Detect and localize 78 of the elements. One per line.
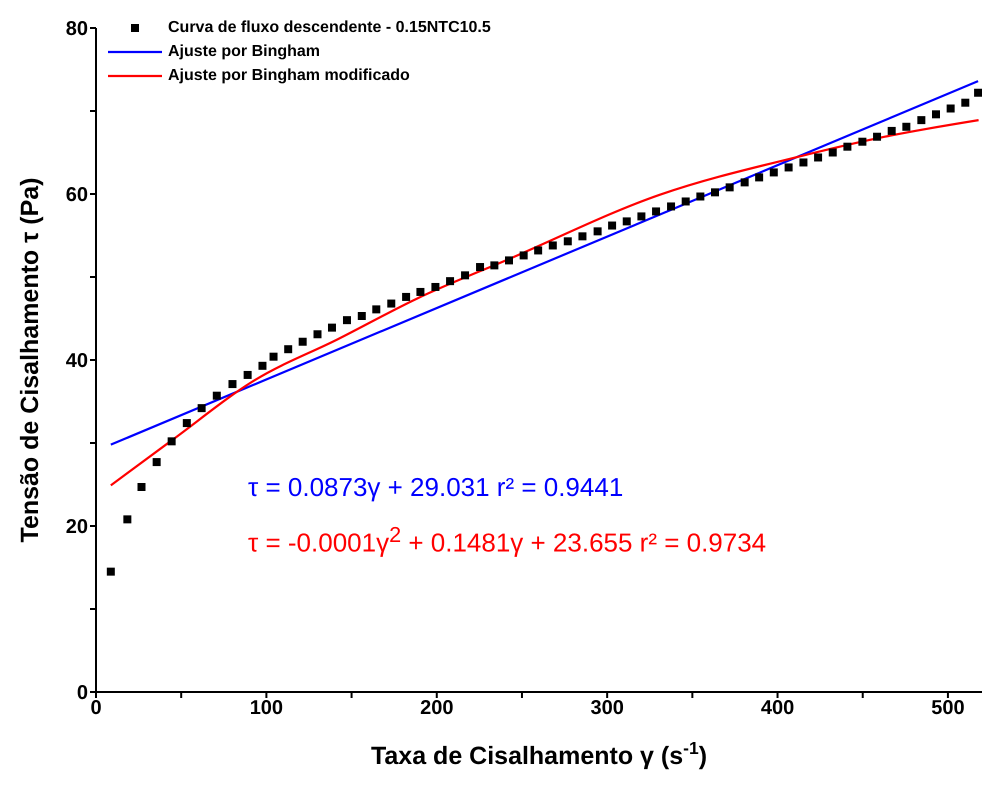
- point: [182, 419, 191, 428]
- x-tick-label: 0: [90, 697, 102, 720]
- legend-label: Ajuste por Bingham: [168, 42, 320, 62]
- point: [152, 458, 161, 466]
- annotation: τ = 0.0873γ + 29.031 r² = 0.9441: [248, 472, 624, 503]
- point: [387, 300, 396, 308]
- point: [814, 153, 822, 162]
- y-tick-label: 0: [76, 682, 88, 704]
- y-axis-title: Tensão de Cisalhamento τ (Pa): [16, 178, 44, 542]
- point: [284, 345, 292, 354]
- x-tick-label: 400: [760, 697, 794, 720]
- point: [342, 316, 351, 324]
- point: [314, 330, 322, 338]
- point: [578, 232, 586, 240]
- point: [622, 217, 631, 226]
- point: [358, 312, 366, 320]
- point: [843, 142, 852, 151]
- point: [534, 246, 542, 254]
- point: [228, 380, 236, 388]
- point: [711, 188, 720, 196]
- point: [961, 98, 970, 107]
- point: [873, 132, 882, 141]
- y-tick-label: 20: [66, 516, 88, 538]
- annotation: τ = -0.0001γ$^{2}$ + 0.1481γ + 23.655 r² = 0.9734: [248, 522, 766, 559]
- point: [594, 227, 602, 236]
- legend-label: Ajuste por Bingham modificado: [168, 66, 410, 86]
- y-tick-label: 40: [66, 350, 88, 372]
- point: [946, 104, 955, 113]
- point: [505, 256, 514, 264]
- point: [490, 261, 498, 270]
- point: [770, 168, 778, 176]
- y-tick-label: 80: [66, 18, 88, 40]
- x-tick-label: 200: [420, 697, 454, 720]
- point: [298, 338, 307, 346]
- point: [212, 392, 221, 400]
- point: [888, 126, 896, 135]
- point: [416, 288, 424, 296]
- x-tick-label: 300: [590, 697, 624, 720]
- point: [520, 251, 528, 260]
- x-axis-title: Taxa de Cisalhamento γ (s$^{-1}$): [370, 738, 708, 770]
- point: [740, 178, 749, 186]
- point: [244, 370, 252, 379]
- point: [328, 324, 336, 332]
- point: [137, 482, 146, 491]
- point: [902, 122, 910, 131]
- point: [858, 138, 866, 146]
- point: [799, 158, 808, 166]
- point: [258, 362, 266, 370]
- x-tick-label: 100: [250, 697, 284, 720]
- point: [548, 241, 557, 250]
- legend-label: Curva de fluxo descendente - 0.15NTC10.5: [168, 18, 491, 38]
- point: [270, 352, 278, 361]
- point: [784, 163, 793, 172]
- point: [667, 202, 676, 210]
- point: [974, 88, 982, 97]
- point: [106, 568, 115, 576]
- point: [372, 305, 380, 314]
- point: [168, 437, 176, 446]
- point: [402, 292, 410, 301]
- point: [652, 207, 660, 216]
- point: [637, 212, 646, 220]
- y-tick-label: 60: [66, 184, 88, 206]
- point: [917, 116, 926, 124]
- point: [608, 222, 616, 230]
- point: [726, 183, 734, 192]
- point: [564, 237, 572, 246]
- point: [476, 263, 484, 272]
- point: [755, 173, 764, 182]
- point: [431, 282, 440, 291]
- point: [696, 192, 704, 200]
- x-tick-label: 500: [931, 697, 965, 720]
- point: [828, 148, 837, 156]
- point: [461, 271, 470, 280]
- point: [123, 515, 132, 524]
- point: [446, 277, 454, 286]
- point: [932, 110, 940, 118]
- point: [198, 404, 206, 412]
- point: [682, 197, 690, 206]
